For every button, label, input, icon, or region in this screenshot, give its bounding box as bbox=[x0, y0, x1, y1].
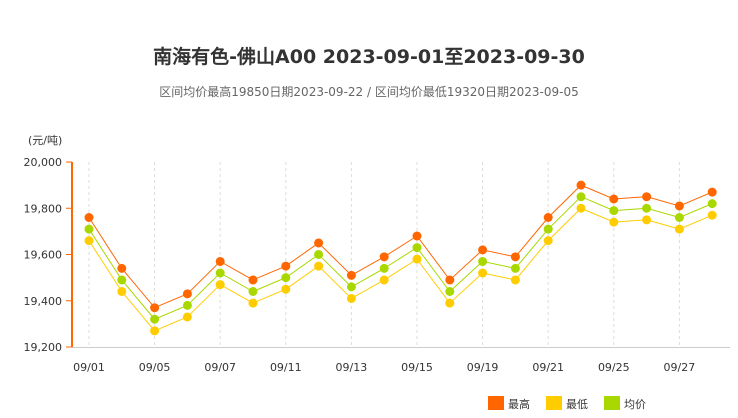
data-point-最高 bbox=[674, 201, 684, 211]
data-point-最低 bbox=[412, 254, 422, 264]
y-tick-label: 19,800 bbox=[24, 202, 63, 215]
x-tick-label: 09/01 bbox=[73, 361, 105, 374]
y-axis-label: (元/吨) bbox=[28, 134, 62, 147]
y-tick-label: 20,000 bbox=[24, 156, 63, 169]
data-point-均价 bbox=[150, 314, 160, 324]
data-point-均价 bbox=[281, 273, 291, 283]
data-point-均价 bbox=[248, 287, 258, 296]
y-tick-label: 19,400 bbox=[24, 295, 63, 308]
data-point-最高 bbox=[117, 263, 127, 273]
legend-swatch bbox=[604, 396, 620, 410]
data-point-最高 bbox=[510, 252, 520, 262]
x-tick-label: 09/15 bbox=[401, 361, 433, 374]
data-point-均价 bbox=[117, 275, 127, 285]
data-point-最低 bbox=[510, 275, 520, 285]
data-point-均价 bbox=[609, 206, 619, 216]
y-tick-label: 19,200 bbox=[24, 341, 63, 354]
data-point-最低 bbox=[84, 236, 94, 246]
series-line-最高 bbox=[88, 184, 713, 309]
data-point-最低 bbox=[150, 326, 160, 336]
data-point-最低 bbox=[346, 293, 356, 303]
data-point-均价 bbox=[314, 250, 324, 259]
data-point-均价 bbox=[543, 224, 553, 234]
chart-subtitle: 区间均价最高19850日期2023-09-22 / 区间均价最低19320日期2… bbox=[159, 85, 579, 99]
data-point-最低 bbox=[248, 298, 258, 308]
x-tick-label: 09/05 bbox=[139, 361, 171, 374]
data-point-最低 bbox=[379, 275, 389, 285]
legend-label: 最低 bbox=[566, 398, 588, 411]
data-point-均价 bbox=[707, 199, 717, 209]
data-point-最低 bbox=[642, 215, 652, 225]
data-point-均价 bbox=[642, 203, 652, 213]
legend-label: 最高 bbox=[508, 397, 530, 411]
data-point-均价 bbox=[674, 213, 684, 222]
data-point-最低 bbox=[609, 217, 619, 227]
data-point-最低 bbox=[117, 287, 127, 296]
data-point-最低 bbox=[314, 261, 324, 271]
legend-label: 均价 bbox=[624, 398, 646, 411]
legend-swatch bbox=[546, 396, 562, 410]
data-point-均价 bbox=[346, 282, 356, 292]
series-line-最低 bbox=[88, 207, 713, 332]
data-point-最低 bbox=[445, 298, 455, 308]
data-point-均价 bbox=[215, 268, 225, 278]
data-point-均价 bbox=[478, 256, 488, 266]
data-point-均价 bbox=[445, 287, 455, 296]
x-tick-label: 09/27 bbox=[664, 361, 696, 374]
data-point-最高 bbox=[248, 275, 258, 285]
data-point-最低 bbox=[281, 284, 291, 294]
data-point-最高 bbox=[150, 303, 160, 313]
chart-title: 南海有色-佛山A00 2023-09-01至2023-09-30 bbox=[153, 46, 585, 68]
legend-swatch bbox=[488, 396, 504, 410]
data-point-最高 bbox=[215, 256, 225, 266]
data-point-最低 bbox=[215, 280, 225, 290]
data-point-均价 bbox=[576, 192, 586, 202]
data-point-均价 bbox=[510, 263, 520, 273]
data-point-最高 bbox=[182, 289, 192, 299]
data-point-最高 bbox=[707, 187, 717, 197]
data-point-最低 bbox=[478, 268, 488, 278]
data-point-均价 bbox=[182, 300, 192, 310]
data-point-最高 bbox=[445, 275, 455, 285]
data-point-均价 bbox=[84, 224, 94, 234]
x-tick-label: 09/21 bbox=[532, 361, 564, 374]
data-point-最高 bbox=[84, 213, 94, 222]
data-point-最高 bbox=[281, 261, 291, 271]
data-point-最高 bbox=[609, 194, 619, 204]
data-point-最高 bbox=[642, 192, 652, 202]
data-point-最高 bbox=[543, 213, 553, 222]
data-point-最高 bbox=[412, 231, 422, 241]
x-tick-label: 09/19 bbox=[467, 361, 499, 374]
data-point-最高 bbox=[576, 180, 586, 190]
data-point-最低 bbox=[543, 236, 553, 246]
data-point-最高 bbox=[314, 238, 324, 248]
data-point-均价 bbox=[379, 263, 389, 273]
y-tick-label: 19,600 bbox=[24, 249, 63, 262]
x-tick-label: 09/25 bbox=[598, 361, 630, 374]
data-point-最低 bbox=[707, 210, 717, 220]
data-point-最低 bbox=[674, 224, 684, 234]
data-point-最低 bbox=[182, 312, 192, 322]
data-point-最高 bbox=[346, 270, 356, 280]
data-point-均价 bbox=[412, 243, 422, 253]
x-tick-label: 09/11 bbox=[270, 361, 302, 374]
x-tick-label: 09/13 bbox=[336, 361, 368, 374]
x-tick-label: 09/07 bbox=[204, 361, 236, 374]
series-line-均价 bbox=[88, 196, 713, 320]
data-point-最高 bbox=[478, 245, 488, 255]
data-point-最低 bbox=[576, 203, 586, 213]
data-point-最高 bbox=[379, 252, 389, 262]
